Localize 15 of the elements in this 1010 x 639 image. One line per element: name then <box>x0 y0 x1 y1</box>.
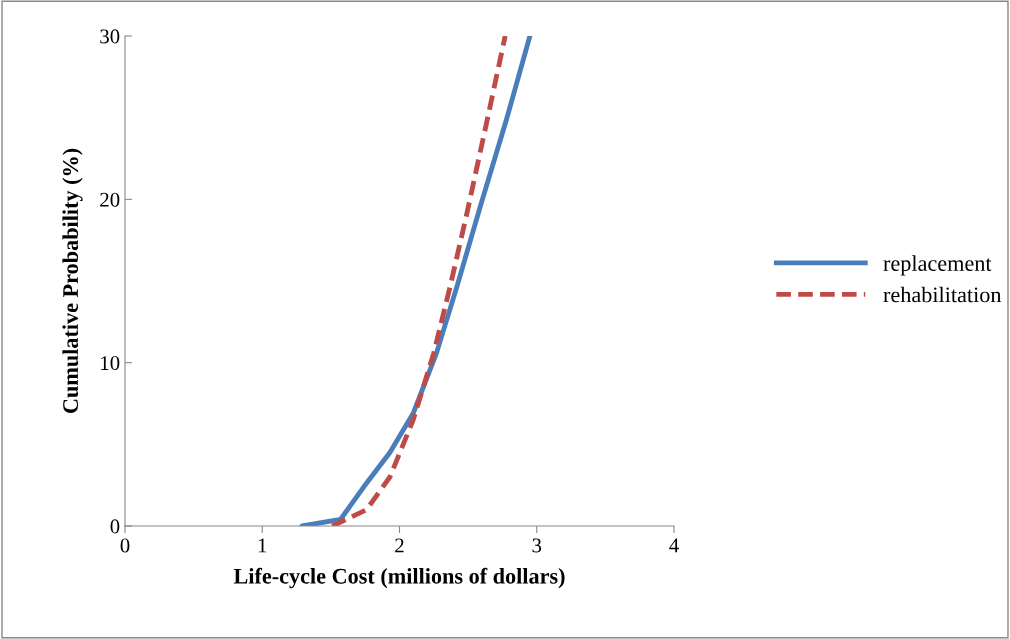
x-tick-label: 1 <box>258 538 267 553</box>
legend-label: replacement <box>883 255 992 276</box>
x-tick-label: 2 <box>395 538 404 553</box>
y-tick-label: 30 <box>100 29 120 44</box>
y-tick-label: 10 <box>101 356 120 371</box>
x-tick-label: 4 <box>669 538 679 553</box>
x-axis-title: Life-cycle Cost (millions of dollars) <box>233 567 565 589</box>
line-series <box>329 36 508 526</box>
x-tick-label: 0 <box>120 538 130 553</box>
y-axis-title: Cumulative Probability (%) <box>62 148 83 414</box>
y-tick-label: 20 <box>100 192 120 207</box>
line-series <box>299 36 533 526</box>
legend-label: rehabilitation <box>883 286 1002 303</box>
y-tick-label: 0 <box>110 519 120 534</box>
x-tick-label: 3 <box>532 538 542 553</box>
